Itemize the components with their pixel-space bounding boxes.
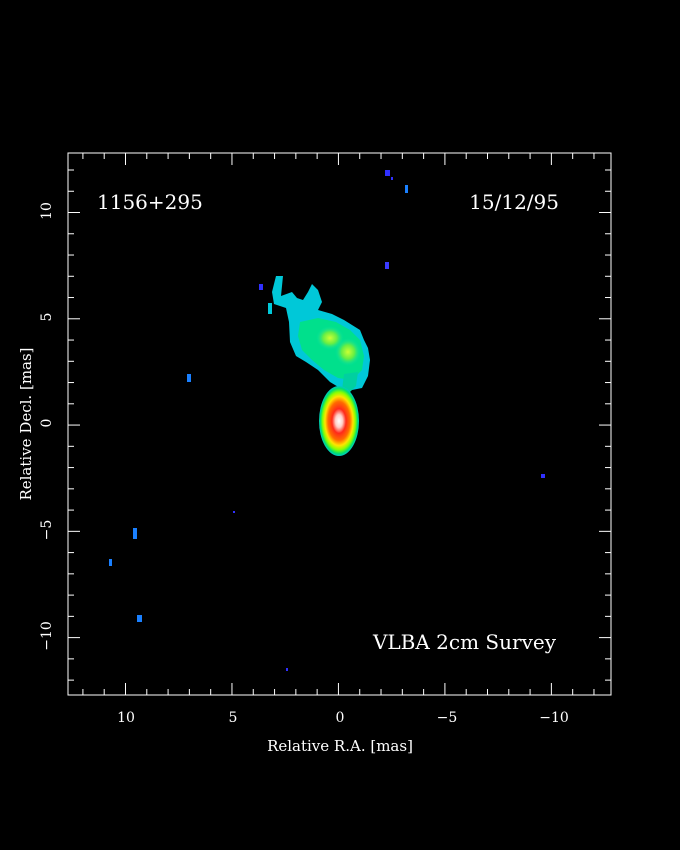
epoch-label: 15/12/95 — [469, 190, 559, 214]
x-tick-label: 10 — [117, 710, 135, 726]
y-tick-label: −10 — [39, 621, 55, 651]
x-tick-label: 5 — [229, 710, 238, 726]
noise-speck — [268, 303, 272, 314]
noise-speck — [405, 185, 408, 193]
core — [319, 386, 359, 456]
y-tick-label: 5 — [39, 313, 55, 322]
y-tick-label: −5 — [39, 520, 55, 541]
noise-speck — [259, 284, 263, 290]
noise-speck — [391, 177, 393, 180]
noise-specks — [109, 170, 545, 671]
y-tick-label: 10 — [39, 202, 55, 220]
axis-ticks — [68, 153, 611, 695]
noise-speck — [109, 559, 112, 566]
x-tick-labels: 10 5 0 −5 −10 — [117, 710, 569, 726]
noise-speck — [385, 170, 390, 176]
x-axis-title: Relative R.A. [mas] — [267, 737, 413, 755]
x-tick-label: −10 — [539, 710, 569, 726]
noise-speck — [133, 528, 137, 539]
y-tick-label: 0 — [39, 419, 55, 428]
y-axis-title: Relative Decl. [mas] — [17, 347, 35, 500]
y-tick-labels: 10 5 0 −5 −10 — [39, 202, 55, 651]
noise-speck — [541, 474, 545, 478]
survey-label: VLBA 2cm Survey — [372, 630, 557, 654]
noise-speck — [286, 668, 288, 671]
x-tick-label: −5 — [437, 710, 458, 726]
noise-speck — [385, 262, 389, 269]
plot-frame — [67, 152, 612, 696]
source-name-label: 1156+295 — [97, 190, 203, 214]
jet-emission — [272, 276, 370, 456]
noise-speck — [137, 615, 142, 622]
x-tick-label: 0 — [336, 710, 345, 726]
noise-speck — [187, 374, 191, 382]
jet-knot — [335, 338, 361, 366]
jet-knot — [316, 326, 344, 350]
jet-bridge — [342, 372, 358, 392]
noise-speck — [233, 511, 235, 513]
